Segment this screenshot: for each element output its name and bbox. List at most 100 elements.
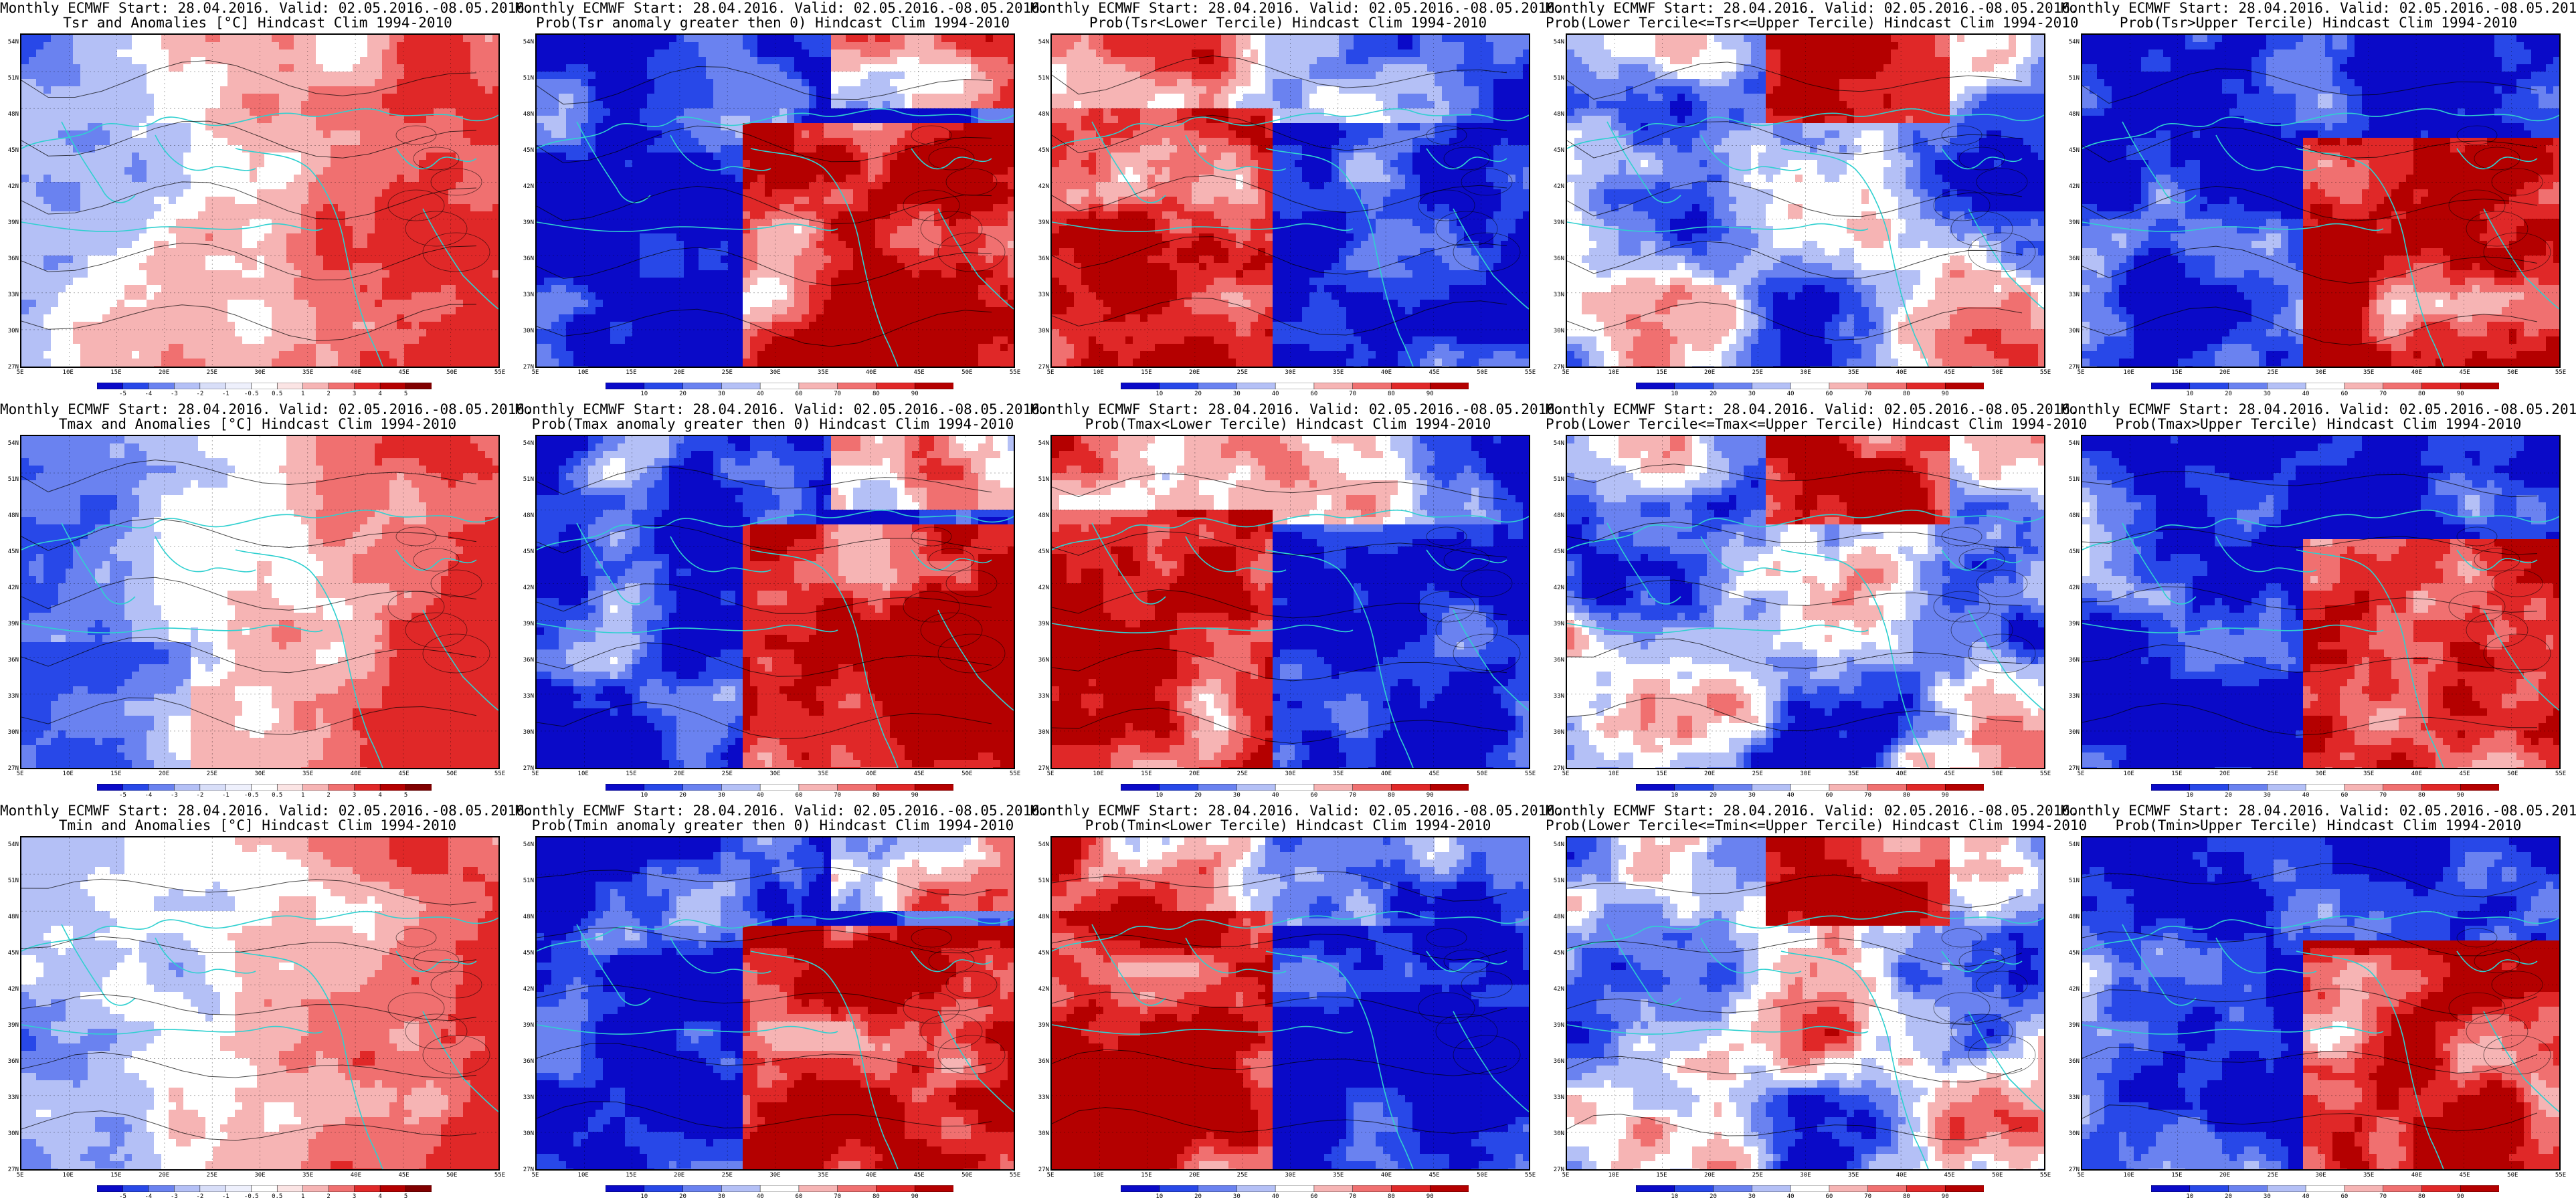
longitude-label: 40E	[1892, 369, 1912, 376]
colorbar-segment	[302, 1185, 329, 1192]
colorbar-tick-label: -2	[192, 391, 208, 397]
coastline	[2456, 950, 2538, 973]
colorbar-tick-label: 60	[1821, 391, 1837, 397]
latitude-label: 27N	[1032, 364, 1049, 371]
latitude-label: 51N	[1, 476, 19, 483]
coastline	[235, 950, 383, 1169]
colorbar-segment	[328, 383, 355, 389]
terrain-contour	[911, 928, 952, 948]
contour-line	[2082, 1047, 2538, 1074]
colorbar-segment	[251, 1185, 278, 1192]
colorbar-segment	[1352, 784, 1392, 791]
longitude-label: 50E	[1472, 1172, 1492, 1179]
colorbar-tick-label: 80	[868, 391, 884, 397]
colorbar-tick-label: 10	[1667, 792, 1683, 799]
terrain-contour	[1968, 232, 2036, 272]
panel-title-line1: Monthly ECMWF Start: 28.04.2016. Valid: …	[1546, 0, 2079, 16]
longitude-label: 20E	[1184, 369, 1204, 376]
map-plot	[1566, 33, 2045, 368]
colorbar-segment	[1829, 784, 1869, 791]
coastline	[2082, 1024, 2384, 1035]
coastline	[1091, 924, 1166, 1006]
contour-line	[1052, 870, 1507, 902]
terrain-contour	[1435, 612, 1498, 648]
latitude-label: 54N	[1547, 841, 1564, 848]
colorbar-tick-label: 70	[1345, 391, 1361, 397]
latitude-label: 48N	[1032, 512, 1049, 519]
longitude-label: 5E	[1556, 771, 1576, 777]
terrain-contour	[928, 146, 975, 171]
coastline	[1453, 1011, 1529, 1112]
map-plot	[20, 435, 500, 769]
colorbar-segment	[914, 784, 953, 791]
contour-line	[1567, 181, 2023, 217]
colorbar-tick-label: 30	[2259, 1193, 2275, 1200]
latitude-label: 27N	[1, 1167, 19, 1173]
longitude-label: 15E	[621, 369, 641, 376]
longitude-label: 45E	[2455, 1172, 2475, 1179]
coastline	[1780, 549, 1929, 768]
coastline	[61, 121, 136, 203]
colorbar-segment	[1906, 784, 1946, 791]
colorbar-segment	[174, 383, 201, 389]
terrain-contour	[903, 189, 960, 221]
longitude-label: 15E	[1136, 771, 1156, 777]
latitude-label: 33N	[1547, 1094, 1564, 1101]
colorbar-tick-label: 20	[1706, 792, 1722, 799]
longitude-label: 25E	[202, 771, 222, 777]
coastline	[1968, 609, 2044, 711]
coastline	[1941, 549, 2023, 571]
colorbar-tick-label: 3	[347, 391, 363, 397]
terrain-contour	[945, 168, 998, 196]
coastline	[537, 510, 1014, 550]
colorbar-tick-label: 10	[1667, 1193, 1683, 1200]
coastline	[155, 937, 256, 974]
contour-line	[537, 642, 992, 677]
latitude-label: 45N	[1547, 950, 1564, 957]
map-panel: Monthly ECMWF Start: 28.04.2016. Valid: …	[1030, 803, 1564, 1204]
colorbar-segment	[914, 1185, 953, 1192]
panel-title-line1: Monthly ECMWF Start: 28.04.2016. Valid: …	[515, 401, 1048, 417]
coastline	[2483, 609, 2559, 711]
colorbar-segment	[759, 383, 800, 389]
colorbar-tick-label: 90	[907, 792, 923, 799]
terrain-contour	[1418, 591, 1475, 623]
colorbar-tick-label: -5	[114, 792, 130, 799]
colorbar-tick-label: 20	[2221, 1193, 2237, 1200]
terrain-contour	[395, 125, 437, 145]
latitude-label: 27N	[1547, 364, 1564, 371]
terrain-contour	[1950, 1013, 2013, 1049]
latitude-label: 54N	[1032, 841, 1049, 848]
colorbar-tick-label: 10	[1152, 792, 1168, 799]
latitude-label: 51N	[1032, 878, 1049, 884]
longitude-label: 45E	[394, 369, 414, 376]
longitude-label: 25E	[1232, 1172, 1253, 1179]
colorbar-tick-label: 40	[1267, 792, 1283, 799]
coastline	[2082, 108, 2559, 149]
coastline	[235, 148, 383, 367]
longitude-label: 55E	[1520, 771, 1540, 777]
latitude-label: 33N	[2062, 693, 2080, 700]
latitude-label: 36N	[517, 657, 534, 664]
longitude-label: 45E	[2455, 369, 2475, 376]
latitude-label: 42N	[1547, 986, 1564, 993]
latitude-label: 39N	[2062, 621, 2080, 627]
latitude-label: 33N	[517, 1094, 534, 1101]
colorbar-segment	[644, 383, 684, 389]
latitude-label: 30N	[517, 328, 534, 334]
colorbar-tick-label: 20	[675, 391, 691, 397]
terrain-contour	[945, 569, 998, 597]
coastline	[750, 549, 899, 768]
terrain-contour	[1933, 591, 1991, 623]
longitude-label: 35E	[298, 1172, 318, 1179]
longitude-label: 40E	[1892, 771, 1912, 777]
longitude-label: 50E	[1472, 771, 1492, 777]
latitude-label: 30N	[1547, 328, 1564, 334]
colorbar-tick-label: 20	[1706, 391, 1722, 397]
longitude-label: 45E	[394, 1172, 414, 1179]
longitude-label: 30E	[250, 1172, 270, 1179]
longitude-label: 55E	[2551, 771, 2571, 777]
contour-line	[537, 524, 992, 554]
terrain-contour	[387, 992, 445, 1024]
colorbar-tick-label: 80	[1898, 1193, 1914, 1200]
